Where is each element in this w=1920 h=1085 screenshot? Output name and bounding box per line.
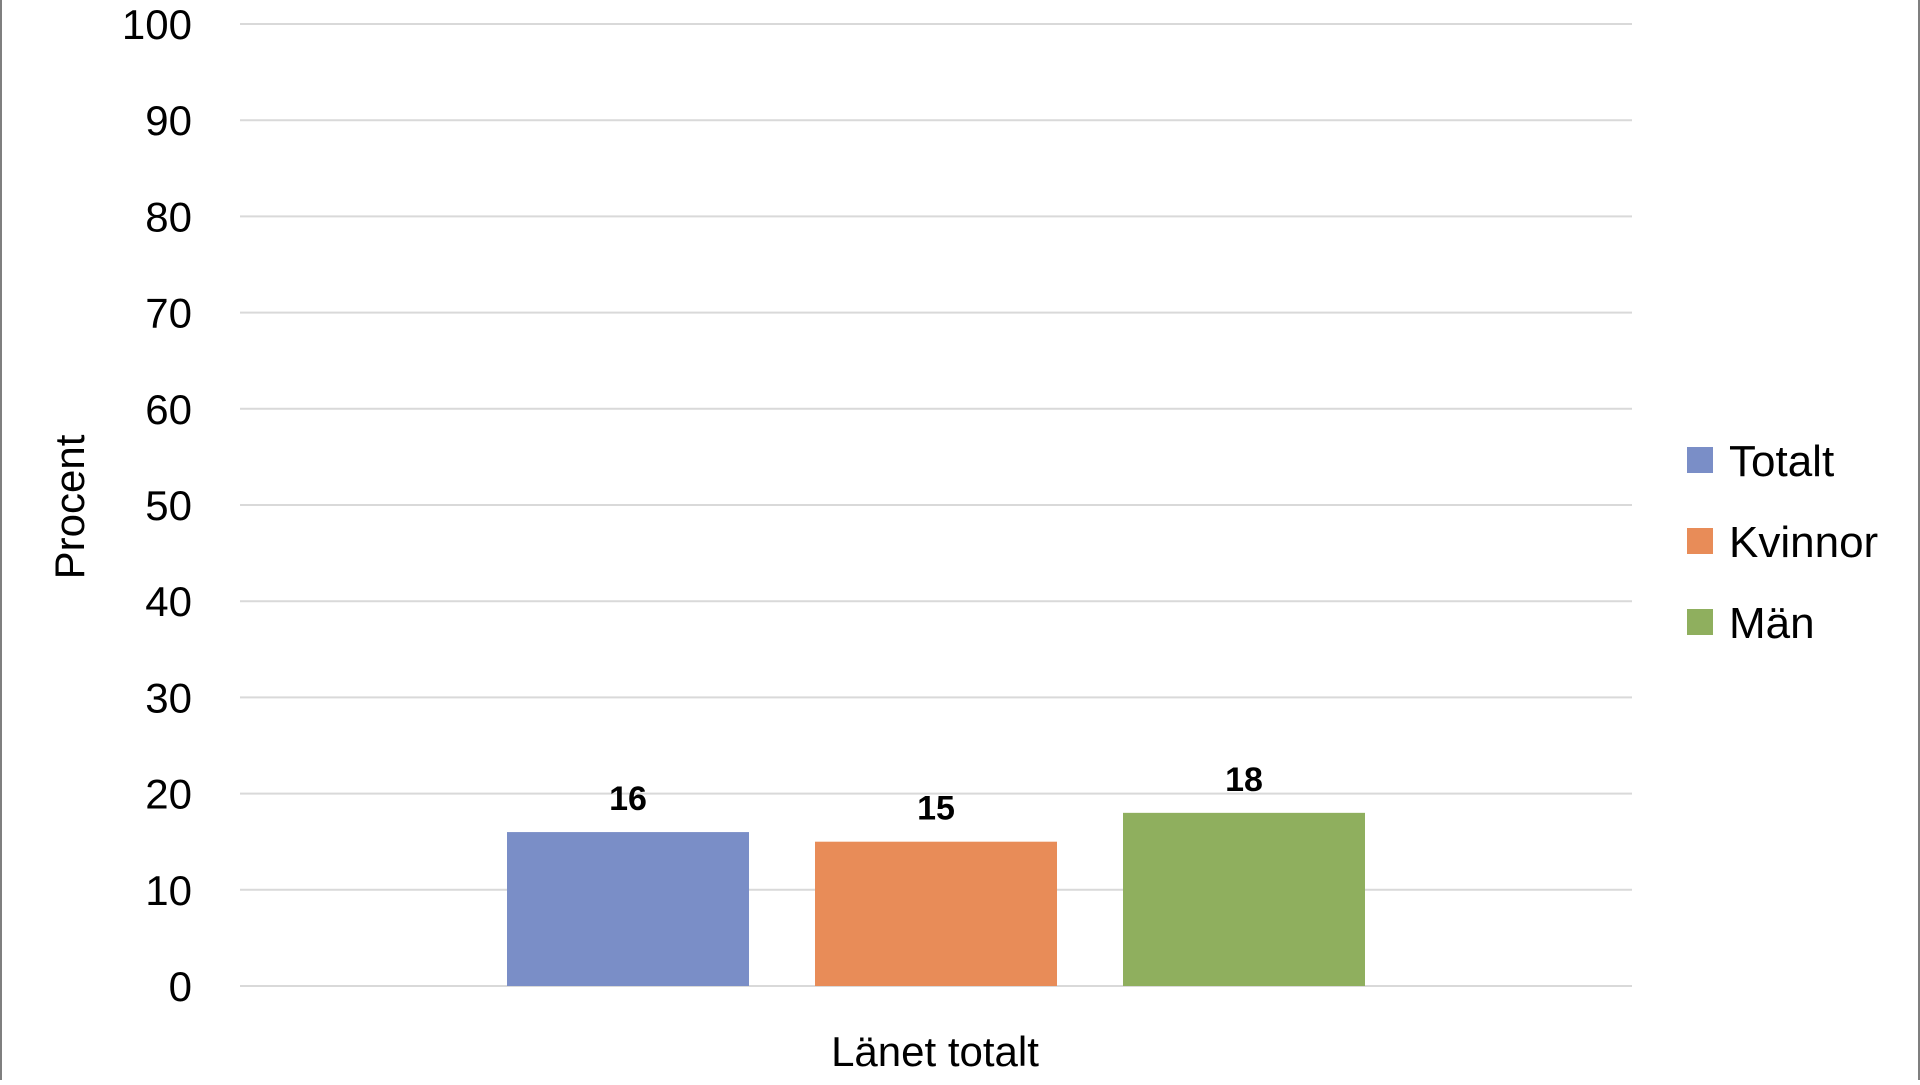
bar-1 xyxy=(507,832,749,986)
x-category-label: Länet totalt xyxy=(831,1028,1039,1075)
y-tick-label: 30 xyxy=(145,674,192,721)
legend-swatch xyxy=(1687,447,1713,473)
legend: Totalt Kvinnor Män xyxy=(1687,437,1878,648)
legend-label: Kvinnor xyxy=(1729,518,1878,567)
y-axis-title: Procent xyxy=(46,434,93,579)
y-tick-label: 20 xyxy=(145,771,192,818)
legend-label: Män xyxy=(1729,599,1815,648)
data-label: 16 xyxy=(609,780,647,818)
bars xyxy=(507,812,1365,986)
y-tick-label: 0 xyxy=(169,963,192,1010)
bar-2 xyxy=(815,841,1057,986)
bar-3 xyxy=(1123,812,1365,986)
data-labels: 16 15 18 xyxy=(609,761,1263,828)
gridlines xyxy=(240,23,1632,987)
y-tick-label: 90 xyxy=(145,97,192,144)
legend-label: Totalt xyxy=(1729,437,1834,486)
legend-swatch xyxy=(1687,609,1713,635)
y-tick-label: 100 xyxy=(122,1,192,48)
y-axis-ticks: 0 10 20 30 40 50 60 70 80 90 100 xyxy=(122,1,192,1010)
y-tick-label: 60 xyxy=(145,386,192,433)
y-tick-label: 70 xyxy=(145,290,192,337)
y-tick-label: 50 xyxy=(145,482,192,529)
legend-swatch xyxy=(1687,528,1713,554)
y-tick-label: 80 xyxy=(145,193,192,240)
y-tick-label: 10 xyxy=(145,867,192,914)
data-label: 15 xyxy=(917,790,955,828)
data-label: 18 xyxy=(1225,761,1263,799)
y-tick-label: 40 xyxy=(145,578,192,625)
